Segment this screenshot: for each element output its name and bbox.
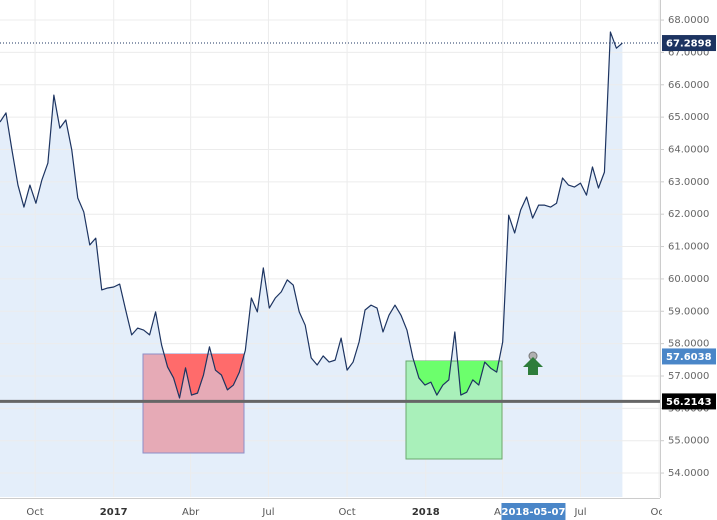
y-tick-label: 63.0000 (668, 177, 709, 188)
x-tick-label: Jul (261, 507, 274, 518)
plot-area (0, 0, 660, 497)
y-tick-label: 55.0000 (668, 436, 709, 447)
crosshair-y-label: 57.6038 (666, 352, 712, 363)
crosshair-x-label: 2018-05-07 (501, 507, 565, 518)
y-tick-label: 68.0000 (668, 15, 709, 26)
y-tick-label: 67.0000 (668, 47, 709, 58)
line-layer (0, 31, 660, 403)
price-tags: 67.2898 56.2143 57.6038 2018-05-07 (501, 35, 716, 520)
x-tick-label: Jul (573, 507, 586, 518)
signal-icon (523, 351, 543, 375)
x-tick-label: Oct (26, 507, 43, 518)
crosshair-x-box (501, 503, 566, 520)
up-arrow (523, 357, 543, 375)
area-fill (0, 32, 623, 497)
y-tick-label: 64.0000 (668, 144, 709, 155)
series-line (0, 31, 623, 399)
y-tick-label: 54.0000 (668, 468, 709, 479)
y-tick-label: 66.0000 (668, 80, 709, 91)
price-tag: 67.2898 (666, 39, 712, 50)
y-tick-label: 60.0000 (668, 274, 709, 285)
y-tick-label: 62.0000 (668, 209, 709, 220)
grid-layer (0, 0, 660, 497)
x-tick-label: Oct (650, 507, 667, 518)
x-tick-label: 2017 (100, 507, 128, 518)
x-axis: Oct2017AbrJulOct2018AbrJulOct (26, 507, 667, 518)
pattern-boxes (142, 353, 503, 460)
y-tick-label: 61.0000 (668, 242, 709, 253)
x-tick-label: Abr (182, 507, 200, 518)
y-tick-label: 57.0000 (668, 371, 709, 382)
area-layer (0, 32, 623, 497)
y-tick-label: 58.0000 (668, 339, 709, 350)
price-tag: 56.2143 (666, 397, 712, 408)
price-tag-box (662, 35, 716, 52)
price-tag-box (662, 393, 716, 410)
y-tick-label: 59.0000 (668, 306, 709, 317)
y-axis: 54.000055.000056.000057.000058.000059.00… (660, 15, 709, 479)
crosshair-y-box (662, 348, 716, 365)
x-tick-label: Oct (338, 507, 355, 518)
x-tick-label: 2018 (412, 507, 440, 518)
y-tick-label: 65.0000 (668, 112, 709, 123)
